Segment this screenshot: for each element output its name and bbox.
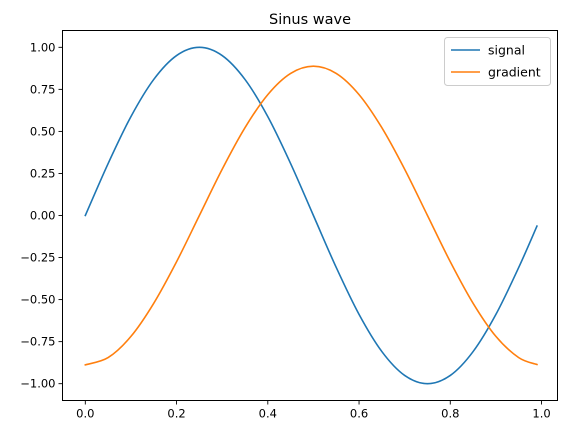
y-tick-label: −0.25 — [20, 251, 55, 265]
series-line-gradient — [84, 65, 539, 366]
legend-label-signal: signal — [488, 43, 525, 58]
y-tick-label: 0.25 — [30, 166, 56, 180]
y-tick-label: −1.00 — [20, 377, 55, 391]
x-tick-label: 0.2 — [167, 407, 185, 421]
legend: signal gradient — [444, 37, 551, 86]
y-tick-label: −0.75 — [20, 335, 55, 349]
y-tick-label: 1.00 — [30, 40, 56, 54]
legend-label-gradient: gradient — [488, 65, 541, 80]
x-tick-label: 0.4 — [259, 407, 277, 421]
x-tick-label: 1.0 — [532, 407, 550, 421]
series-layer — [84, 46, 539, 385]
y-tick-label: 0.75 — [30, 82, 56, 96]
x-tick-label: 0.6 — [350, 407, 368, 421]
chart-title: Sinus wave — [269, 12, 351, 28]
x-tick-label: 0.8 — [441, 407, 459, 421]
y-tick-label: −0.50 — [20, 293, 55, 307]
x-tick-label: 0.0 — [76, 407, 94, 421]
axes-layer: 0.0 0.2 0.4 0.6 0.8 1.0 1.00 0.75 0.50 0.25 0.00 −0… — [20, 40, 550, 420]
series-line-signal — [84, 46, 539, 385]
y-tick-label: 0.50 — [30, 124, 56, 138]
y-tick-label: 0.00 — [30, 209, 56, 223]
